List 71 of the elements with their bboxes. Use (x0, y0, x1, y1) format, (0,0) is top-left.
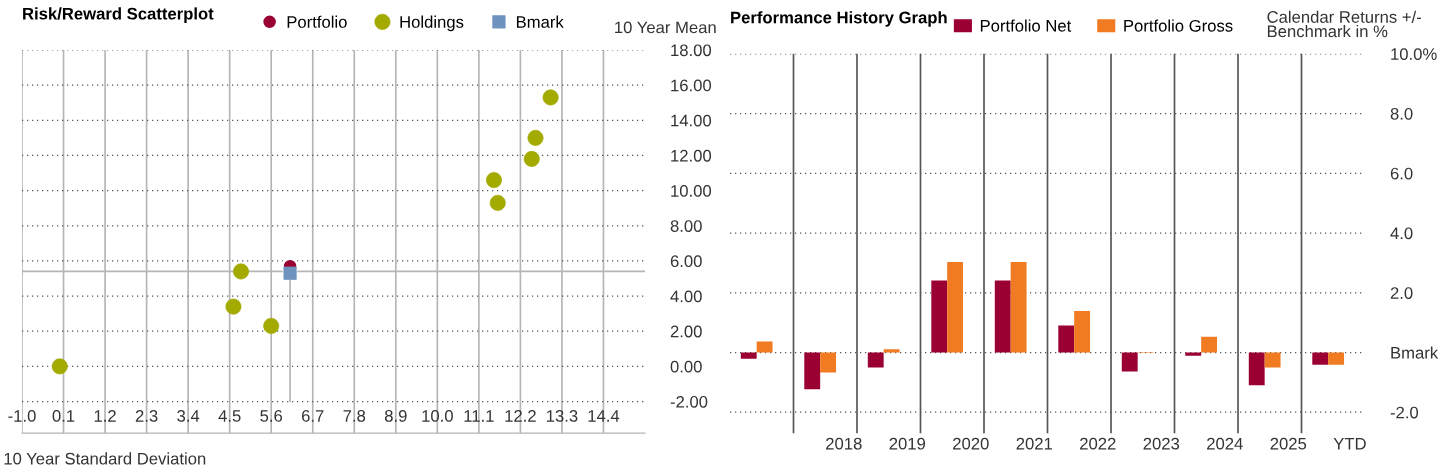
bar (947, 261, 964, 353)
x-tick-label: -1.0 (8, 409, 36, 422)
bar (1074, 310, 1091, 353)
x-tick-label: 2024 (1207, 437, 1243, 450)
bar (1312, 352, 1329, 365)
y-tick-label: 16.00 (671, 79, 712, 92)
bar (1201, 336, 1218, 353)
x-tick-label: 5.6 (260, 409, 283, 422)
bar (1248, 352, 1265, 386)
x-tick-label: 4.5 (218, 410, 241, 422)
x-tick-label: 11.1 (464, 410, 494, 422)
bar (1264, 352, 1281, 368)
y-tick-label: 10.0% (1391, 48, 1437, 60)
x-tick-label: 2020 (953, 437, 989, 450)
y-axis-title: 10 Year Mean (615, 21, 716, 34)
x-tick-label: 12.2 (505, 409, 536, 422)
y-tick-label: 4.0 (1390, 227, 1413, 240)
legend-label: Holdings (400, 15, 464, 32)
x-axis-title: 10 Year Standard Deviation (4, 452, 206, 465)
y-tick-label: 14.00 (671, 114, 712, 127)
x-tick-label: 10.0 (422, 409, 453, 422)
y-tick-label: 2.00 (670, 325, 702, 338)
x-tick-label: 3.4 (177, 409, 200, 422)
x-tick-label: 2019 (889, 437, 926, 450)
y-tick-label: 6.00 (670, 255, 702, 268)
bar (1328, 352, 1345, 365)
x-tick-label: 7.8 (343, 409, 366, 422)
y-tick-label: 8.0 (1390, 107, 1413, 120)
chart-title: Performance History Graph (731, 11, 947, 27)
x-tick-label: 1.2 (94, 409, 116, 422)
y-tick-label: 0.00 (670, 360, 702, 373)
bar (994, 280, 1011, 353)
x-tick-label: 2022 (1080, 437, 1116, 450)
y-tick-label: -2.0 (1390, 406, 1419, 419)
x-tick-label: 14.4 (588, 410, 620, 422)
bar (804, 352, 821, 390)
y-tick-label: 2.0 (1390, 287, 1413, 299)
x-tick-label: YTD (1333, 437, 1366, 450)
x-tick-label: 8.9 (384, 409, 407, 422)
legend-label: Portfolio Gross (1124, 19, 1233, 32)
bar (883, 349, 900, 353)
bar (756, 341, 773, 353)
x-tick-label: 2.3 (135, 409, 158, 422)
x-tick-label: 0.1 (52, 409, 75, 422)
legend-label: Bmark (516, 15, 564, 28)
y-axis-title: Calendar Returns +/- Benchmark in % (1267, 10, 1421, 38)
x-tick-label: 2025 (1270, 437, 1307, 450)
bar (1058, 325, 1075, 353)
x-tick-label: 13.3 (546, 409, 578, 422)
x-tick-label: 6.7 (302, 409, 324, 422)
y-tick-label: 12.00 (671, 149, 712, 162)
y-tick-label: 6.0 (1390, 167, 1413, 180)
bar (1010, 261, 1027, 353)
y-tick-label: Bmark (1391, 346, 1439, 359)
x-tick-label: 2021 (1016, 437, 1053, 450)
y-tick-label: 10.00 (671, 185, 712, 197)
bar (1185, 352, 1202, 356)
chart-title: Risk/Reward Scatterplot (23, 7, 214, 23)
y-tick-label: 8.00 (670, 220, 702, 232)
bar (820, 352, 837, 373)
legend-label: Portfolio (287, 15, 347, 28)
y-tick-label: 4.00 (670, 290, 702, 303)
legend-label: Portfolio Net (980, 19, 1072, 32)
bar (1121, 352, 1138, 372)
y-tick-label: 18.00 (671, 44, 712, 57)
bar (931, 280, 948, 353)
x-tick-label: 2023 (1143, 437, 1180, 450)
bar (740, 352, 757, 359)
y-tick-label: -2.00 (670, 395, 708, 408)
bar (867, 352, 884, 368)
x-tick-label: 2018 (826, 437, 862, 450)
